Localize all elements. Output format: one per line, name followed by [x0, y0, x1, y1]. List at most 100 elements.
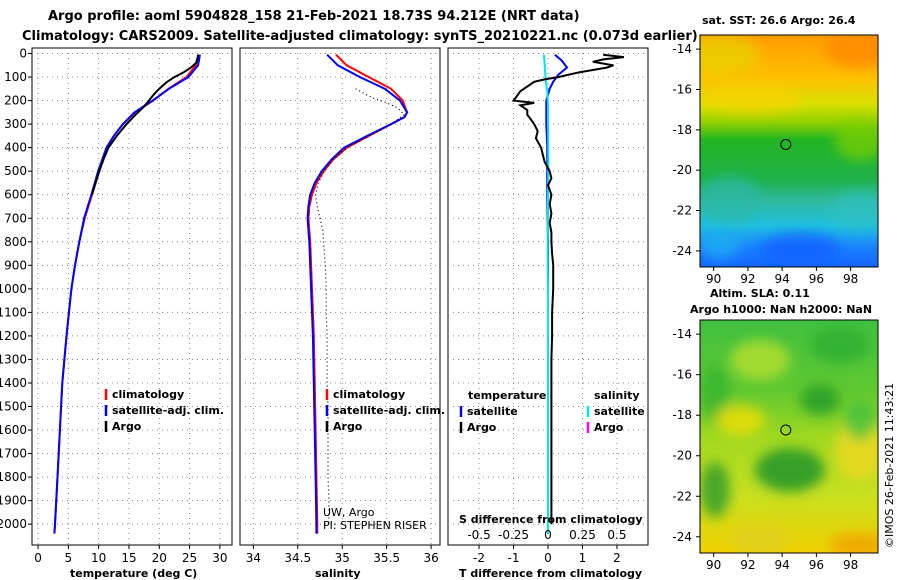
salinity-x-ticks: 34 34.5 35 35.5 36: [246, 545, 439, 565]
map-y-tick-label: -22: [672, 489, 692, 503]
map-x-tick-label: 90: [706, 558, 721, 572]
legend-label: climatology: [112, 388, 184, 401]
sla-map-title1: Altim. SLA: 0.11: [710, 287, 810, 300]
y-tick-label: 1900: [0, 494, 27, 508]
x-tick-label: -1: [508, 551, 520, 565]
sst-heatmap: [700, 35, 878, 267]
map-x-tick-label: 92: [740, 558, 755, 572]
s-tick-label: 0.25: [569, 528, 596, 542]
x-tick-label: 1: [579, 551, 587, 565]
salinity-x-label: salinity: [315, 567, 361, 580]
s-tick-label: -0.5: [467, 528, 490, 542]
x-tick-label: 2: [613, 551, 621, 565]
temperature-x-label: temperature (deg C): [70, 567, 197, 580]
sst-map-title: sat. SST: 26.6 Argo: 26.4: [702, 14, 856, 27]
y-tick-label: 1600: [0, 423, 27, 437]
y-tick-label: 600: [4, 188, 27, 202]
y-tick-label: 1700: [0, 447, 27, 461]
legend-label: satellite-adj. clim.: [333, 404, 445, 417]
x-tick-label: 0: [544, 551, 552, 565]
y-tick-label: 1400: [0, 376, 27, 390]
sla-map-title2: Argo h1000: NaN h2000: NaN: [690, 303, 872, 316]
legend-label: satellite: [467, 405, 518, 418]
x-tick-label: 35: [335, 551, 350, 565]
y-tick-label: 1800: [0, 470, 27, 484]
s-tick-label: -0.25: [498, 528, 529, 542]
salinity-profile-panel: 34 34.5 35 35.5 36 salinity climatology satel…: [239, 47, 445, 580]
map-x-tick-label: 94: [775, 272, 790, 286]
s-tick-label: 0.5: [607, 528, 626, 542]
sla-map-x-ticks: 90 92 94 96 98: [706, 553, 858, 572]
y-tick-label: 1300: [0, 352, 27, 366]
salinity-difference-ticks: -0.5 -0.25 0 0.25 0.5: [467, 528, 626, 542]
salinity-grid: [240, 48, 440, 545]
header-line2: Climatology: CARS2009. Satellite-adjuste…: [22, 29, 698, 44]
x-tick-label: 20: [152, 551, 167, 565]
legend-label: Argo: [112, 420, 142, 433]
sla-heatmap: [700, 320, 878, 553]
x-tick-label: 10: [91, 551, 106, 565]
x-tick-label: 30: [212, 551, 227, 565]
temperature-legend: climatology satellite-adj. clim. Argo: [104, 388, 224, 433]
difference-profile-panel: -2 -1 0 1 2 -0.5 -0.25 0 0.25 0.5 S difference f…: [447, 47, 649, 580]
y-tick-label: 0: [19, 47, 27, 61]
legend-label: satellite: [594, 405, 645, 418]
y-tick-label: 1200: [0, 329, 27, 343]
sst-map-x-ticks: 90 92 94 96 98: [706, 267, 858, 286]
x-tick-label: 34: [246, 551, 261, 565]
x-tick-label: -2: [473, 551, 485, 565]
series-line-satellite-adj-clim-: [53, 54, 201, 534]
temperature-series: [53, 54, 201, 534]
salinity-plot-frame: [239, 47, 441, 546]
sst-map-frame: [699, 34, 879, 268]
depth-y-ticks: 0 100 200 300 400 500 600 700 800 900 1000 1100 1200…: [0, 47, 32, 531]
map-x-tick-label: 98: [843, 272, 858, 286]
map-y-tick-label: -20: [672, 163, 692, 177]
difference-legend: temperature salinity satellite Argo satellit…: [459, 389, 645, 434]
salinity-credit-2: PI: STEPHEN RISER: [323, 519, 427, 532]
salinity-credit-1: UW, Argo: [323, 506, 375, 519]
series-line-argo: [91, 54, 200, 195]
legend-label: climatology: [333, 388, 405, 401]
x-tick-label: 0: [34, 551, 42, 565]
y-tick-label: 1000: [0, 282, 27, 296]
sla-map-panel: Altim. SLA: 0.11 Argo h1000: NaN h2000: …: [672, 287, 879, 572]
y-tick-label: 100: [4, 70, 27, 84]
map-x-tick-label: 90: [706, 272, 721, 286]
map-y-tick-label: -16: [672, 368, 692, 382]
x-tick-label: 5: [65, 551, 73, 565]
legend-label: satellite-adj. clim.: [112, 404, 224, 417]
sla-map-frame: [699, 319, 879, 554]
header-line1: Argo profile: aoml 5904828_158 21-Feb-20…: [48, 9, 580, 24]
y-tick-label: 1100: [0, 305, 27, 319]
legend-label: Argo: [594, 421, 624, 434]
x-tick-label: 36: [423, 551, 438, 565]
difference-series: [511, 53, 625, 534]
difference-x-ticks: -2 -1 0 1 2: [473, 545, 621, 565]
legend-label: Argo: [467, 421, 497, 434]
series-line-t-argo: [511, 53, 625, 525]
y-tick-label: 2000: [0, 517, 27, 531]
map-y-tick-label: -20: [672, 449, 692, 463]
map-y-tick-label: -22: [672, 204, 692, 218]
sst-map-panel: sat. SST: 26.6 Argo: 26.4 90 92 94 96 98 -14…: [672, 14, 879, 286]
imos-watermark: ©IMOS 26-Feb-2021 11:43:21: [883, 383, 896, 548]
map-y-tick-label: -18: [672, 123, 692, 137]
temperature-x-ticks: 0 5 10 15 20 25 30: [34, 545, 228, 565]
sla-map-y-ticks: -14 -16 -18 -20 -22 -24: [672, 327, 700, 544]
map-x-tick-label: 94: [775, 558, 790, 572]
y-tick-label: 400: [4, 141, 27, 155]
x-tick-label: 25: [182, 551, 197, 565]
map-y-tick-label: -14: [672, 42, 692, 56]
y-tick-label: 1500: [0, 400, 27, 414]
map-y-tick-label: -24: [672, 244, 692, 258]
y-tick-label: 700: [4, 211, 27, 225]
map-y-tick-label: -24: [672, 530, 692, 544]
temperature-profile-panel: 0 5 10 15 20 25 30 0 100 200 300 400 500 600 700 800 90…: [0, 47, 233, 580]
map-x-tick-label: 96: [809, 558, 824, 572]
x-tick-label: 34.5: [284, 551, 311, 565]
series-line-s-satellite: [542, 54, 550, 534]
map-y-tick-label: -16: [672, 82, 692, 96]
sst-map-y-ticks: -14 -16 -18 -20 -22 -24: [672, 42, 700, 258]
